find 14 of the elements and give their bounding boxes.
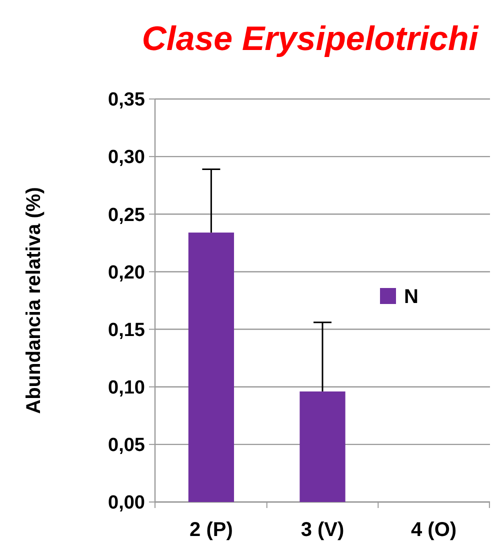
y-tick-label: 0,20 (108, 262, 145, 284)
y-tick-label: 0,35 (108, 90, 146, 111)
y-tick-label: 0,00 (108, 492, 145, 514)
y-tick-label: 0,25 (108, 204, 146, 226)
y-tick-label: 0,15 (108, 320, 146, 341)
x-tick-label: 2 (P) (190, 519, 233, 541)
chart-title: Clase Erysipelotrichi (142, 20, 480, 58)
y-axis-title: Abundancia relativa (%) (23, 187, 45, 414)
y-tick-label: 0,10 (108, 378, 145, 399)
y-tick-label: 0,05 (108, 435, 146, 456)
y-tick-label: 0,30 (108, 147, 145, 168)
legend-label: N (404, 286, 418, 308)
x-tick-label: 3 (V) (300, 519, 344, 541)
x-tick-label: 4 (O) (411, 519, 457, 541)
